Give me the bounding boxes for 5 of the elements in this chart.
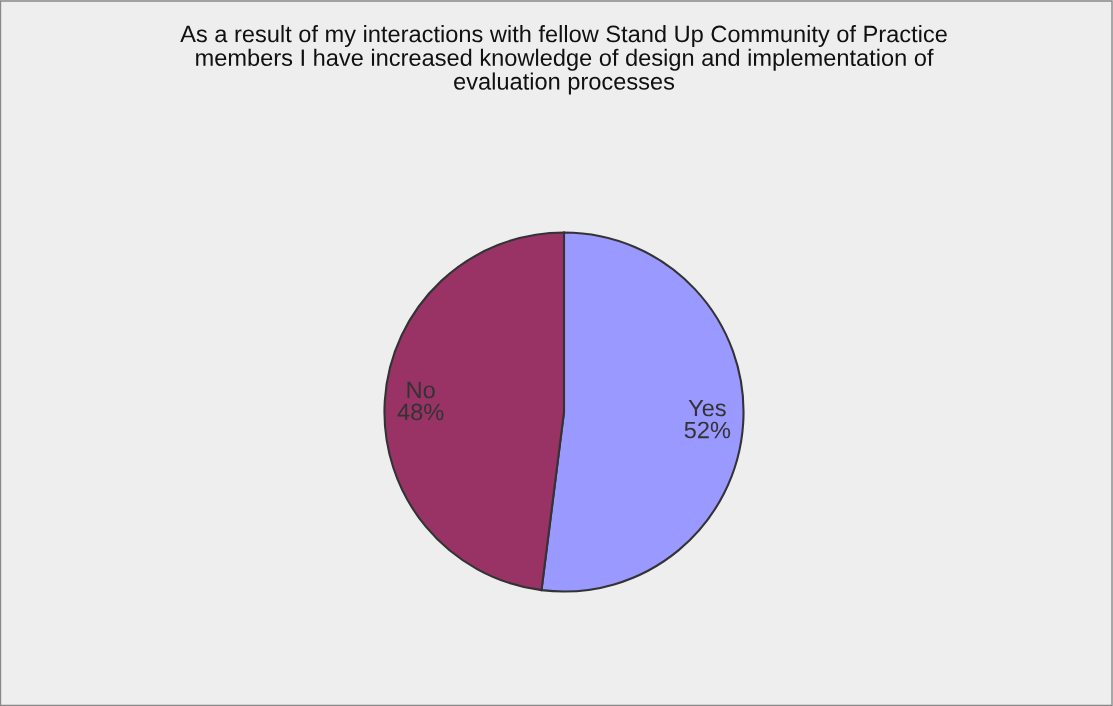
slice-label: No [407,381,435,399]
slice-label: Yes [688,399,726,417]
data-label: 48% [397,403,444,421]
chart-title: As a result of my interactions with fellow Stand Up Community of Practice members I have increased knowledge of design and implementation of evaluation processes [180,25,947,95]
data-label: 52% [684,421,731,439]
